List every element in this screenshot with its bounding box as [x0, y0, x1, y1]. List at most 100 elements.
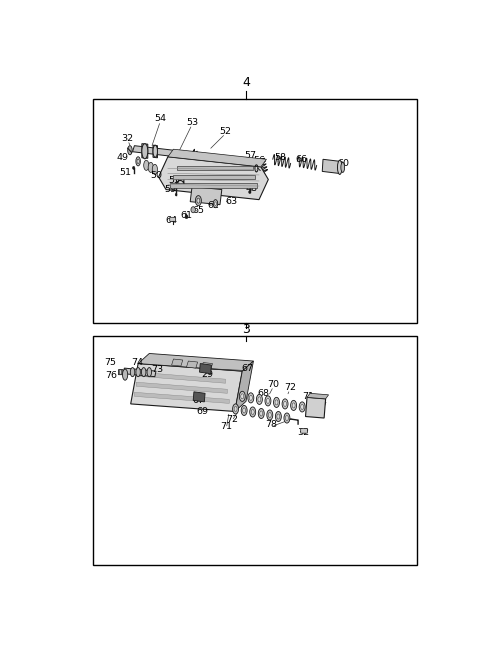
Polygon shape [158, 157, 268, 200]
Ellipse shape [300, 404, 304, 409]
Polygon shape [138, 354, 253, 371]
Ellipse shape [144, 160, 149, 170]
Ellipse shape [284, 413, 290, 423]
Text: 51: 51 [119, 168, 131, 178]
Ellipse shape [250, 407, 256, 417]
Text: 72: 72 [284, 383, 296, 392]
Polygon shape [134, 392, 229, 403]
FancyBboxPatch shape [170, 217, 176, 221]
Text: 32: 32 [121, 134, 134, 143]
Text: 71: 71 [302, 392, 314, 401]
Text: 32: 32 [298, 428, 310, 437]
Ellipse shape [241, 394, 244, 399]
Ellipse shape [213, 200, 218, 208]
Ellipse shape [243, 408, 246, 413]
Polygon shape [307, 393, 329, 399]
Ellipse shape [136, 367, 140, 377]
Ellipse shape [136, 157, 140, 166]
Polygon shape [190, 187, 222, 204]
Ellipse shape [142, 143, 148, 159]
Text: 60: 60 [337, 159, 349, 168]
Ellipse shape [277, 414, 280, 419]
Text: 75: 75 [104, 358, 116, 367]
Text: 52: 52 [219, 127, 231, 136]
Ellipse shape [120, 369, 122, 375]
Ellipse shape [240, 391, 245, 402]
Polygon shape [173, 176, 255, 179]
Ellipse shape [152, 164, 157, 174]
Polygon shape [177, 166, 253, 170]
Ellipse shape [260, 411, 263, 416]
Text: 69: 69 [196, 407, 208, 416]
Ellipse shape [286, 415, 288, 421]
Polygon shape [153, 145, 157, 158]
Ellipse shape [122, 369, 128, 380]
Text: 71: 71 [220, 422, 232, 431]
Ellipse shape [258, 409, 264, 419]
Ellipse shape [275, 400, 278, 405]
Ellipse shape [251, 409, 254, 415]
Ellipse shape [195, 196, 202, 206]
Ellipse shape [258, 397, 261, 402]
Polygon shape [168, 149, 266, 167]
Polygon shape [142, 143, 148, 159]
Text: 58: 58 [274, 153, 286, 162]
Text: 61: 61 [180, 212, 192, 220]
Text: 67: 67 [193, 396, 205, 405]
Ellipse shape [290, 400, 297, 411]
Polygon shape [322, 159, 340, 174]
Text: 65: 65 [193, 206, 205, 215]
Text: 49: 49 [117, 153, 129, 162]
Ellipse shape [233, 404, 239, 414]
Bar [94, 99, 417, 323]
Ellipse shape [234, 406, 237, 411]
Text: 78: 78 [265, 420, 277, 429]
Ellipse shape [268, 413, 271, 417]
Polygon shape [123, 368, 156, 377]
FancyBboxPatch shape [119, 369, 123, 375]
Text: 4: 4 [242, 76, 250, 88]
Polygon shape [132, 145, 186, 158]
Circle shape [191, 207, 195, 213]
Polygon shape [136, 383, 228, 393]
Ellipse shape [256, 394, 263, 404]
Ellipse shape [130, 367, 135, 377]
Text: 53: 53 [186, 118, 198, 127]
Polygon shape [131, 364, 242, 411]
Ellipse shape [142, 367, 146, 377]
Bar [94, 336, 417, 565]
Ellipse shape [282, 399, 288, 409]
Ellipse shape [197, 198, 200, 203]
Polygon shape [200, 364, 211, 373]
FancyBboxPatch shape [300, 428, 307, 433]
Polygon shape [235, 361, 253, 411]
Text: 67: 67 [241, 364, 253, 373]
Polygon shape [170, 183, 257, 188]
Ellipse shape [284, 402, 287, 406]
Text: 70: 70 [267, 380, 279, 388]
Ellipse shape [292, 403, 295, 408]
Ellipse shape [132, 166, 135, 170]
Ellipse shape [215, 202, 216, 206]
Text: 59: 59 [164, 185, 176, 194]
Text: 76: 76 [105, 371, 117, 380]
Ellipse shape [249, 396, 252, 400]
Ellipse shape [341, 162, 345, 172]
Text: 62: 62 [208, 200, 220, 210]
Polygon shape [186, 361, 198, 368]
Text: 77: 77 [315, 402, 327, 411]
Ellipse shape [137, 159, 139, 164]
Circle shape [185, 215, 188, 219]
Ellipse shape [248, 393, 254, 403]
Text: 54: 54 [155, 115, 167, 123]
Text: 63: 63 [225, 196, 237, 206]
Polygon shape [305, 398, 325, 418]
Text: 50: 50 [151, 171, 163, 180]
Ellipse shape [128, 145, 132, 155]
Text: 64: 64 [166, 216, 178, 225]
Ellipse shape [337, 160, 342, 174]
Polygon shape [138, 372, 226, 383]
Ellipse shape [276, 411, 281, 422]
Polygon shape [193, 392, 205, 402]
Ellipse shape [267, 410, 273, 420]
